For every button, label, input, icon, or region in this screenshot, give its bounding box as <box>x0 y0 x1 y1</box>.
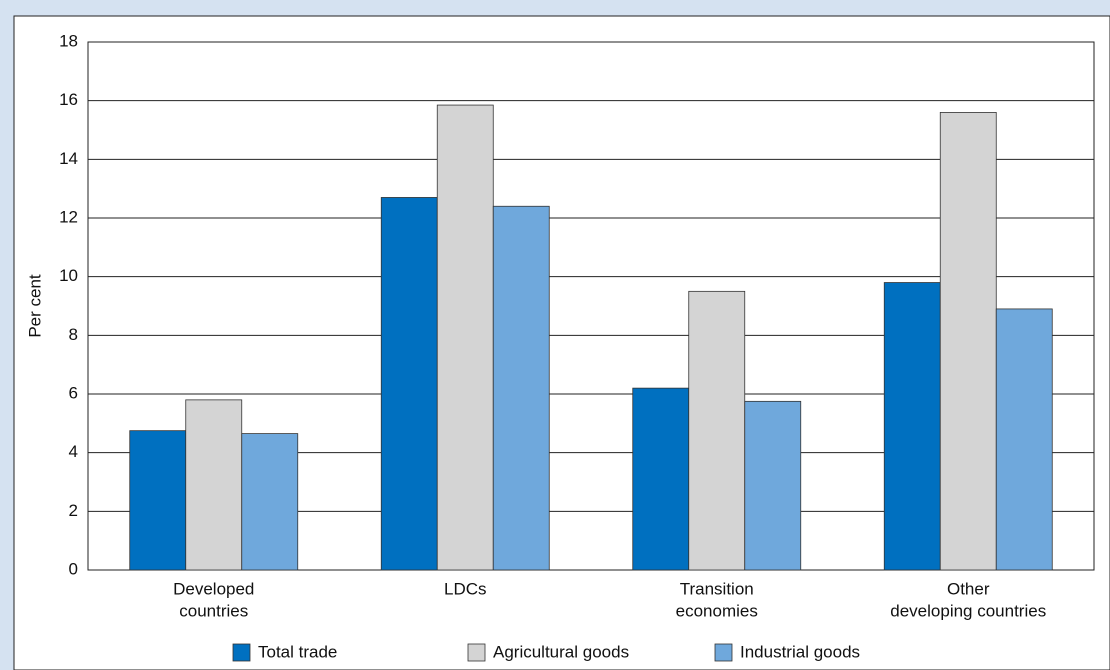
bar <box>939 112 997 571</box>
y-tick-label: 8 <box>69 325 78 344</box>
x-tick-label: Developed <box>173 579 254 598</box>
y-tick-label: 14 <box>59 149 78 168</box>
y-axis-label: Per cent <box>25 274 44 338</box>
bar <box>185 399 243 571</box>
y-tick-label: 2 <box>69 501 78 520</box>
bar <box>492 205 550 571</box>
x-tick-label: Other <box>947 579 990 598</box>
y-tick-label: 18 <box>59 31 78 50</box>
x-tick-label: economies <box>676 601 758 620</box>
x-tick-label: developing countries <box>890 601 1046 620</box>
bar <box>883 282 941 571</box>
legend-swatch <box>232 643 251 662</box>
legend-swatch <box>467 643 486 662</box>
bar <box>241 433 299 571</box>
bar <box>380 197 438 571</box>
legend-label: Total trade <box>258 642 337 661</box>
bar <box>632 387 690 571</box>
x-tick-label: Transition <box>680 579 754 598</box>
y-tick-label: 0 <box>69 559 78 578</box>
plot-frame <box>87 41 1095 571</box>
y-tick-label: 10 <box>59 266 78 285</box>
bar <box>995 308 1053 571</box>
bar <box>744 400 802 571</box>
bar <box>436 104 494 571</box>
legend-label: Agricultural goods <box>493 642 629 661</box>
y-tick-label: 6 <box>69 383 78 402</box>
x-tick-label: LDCs <box>444 579 487 598</box>
y-tick-label: 12 <box>59 207 78 226</box>
bar <box>688 290 746 571</box>
y-tick-label: 4 <box>69 442 78 461</box>
bar <box>129 430 187 571</box>
legend-swatch <box>714 643 733 662</box>
x-tick-label: countries <box>179 601 248 620</box>
legend-label: Industrial goods <box>740 642 860 661</box>
y-tick-label: 16 <box>59 90 78 109</box>
